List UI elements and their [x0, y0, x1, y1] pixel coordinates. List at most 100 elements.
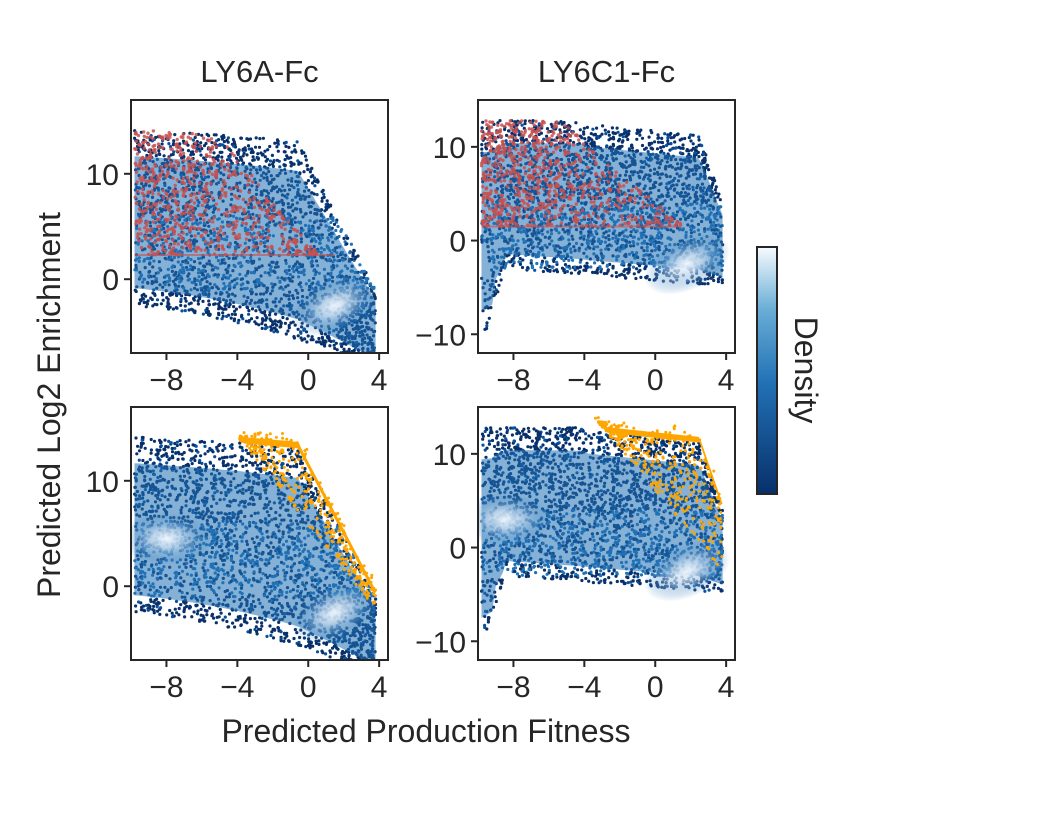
point — [141, 144, 145, 148]
highlight-point — [294, 242, 298, 246]
point — [274, 328, 278, 332]
point — [655, 147, 660, 151]
point — [237, 318, 241, 322]
point — [539, 265, 543, 269]
point — [171, 307, 175, 311]
point — [142, 300, 146, 305]
highlight-point — [231, 205, 236, 209]
point — [578, 128, 582, 132]
point — [480, 147, 484, 151]
highlight-point — [167, 204, 172, 209]
point — [269, 325, 273, 329]
point — [325, 199, 329, 203]
highlight-point — [167, 227, 171, 231]
point — [300, 338, 304, 342]
point — [529, 261, 533, 265]
point — [151, 304, 155, 308]
highlight-point — [156, 175, 160, 180]
point — [326, 203, 330, 207]
point — [255, 316, 259, 320]
point — [222, 135, 226, 139]
highlight-point — [144, 221, 148, 225]
point — [242, 151, 246, 155]
point — [656, 133, 660, 137]
point — [287, 145, 291, 149]
highlight-point — [220, 187, 225, 191]
point — [187, 308, 191, 312]
highlight-point — [179, 226, 184, 231]
highlight-point — [208, 192, 212, 196]
point — [349, 242, 353, 246]
point — [677, 145, 681, 149]
point — [329, 339, 333, 343]
point — [624, 276, 628, 280]
point — [214, 133, 218, 137]
highlight-point — [225, 223, 230, 227]
point — [591, 127, 595, 131]
point — [321, 188, 325, 192]
highlight-point — [148, 135, 153, 139]
highlight-point — [150, 249, 154, 254]
point — [261, 311, 265, 315]
highlight-point — [212, 141, 217, 145]
highlight-point — [223, 191, 227, 195]
highlight-point — [160, 169, 165, 174]
highlight-point — [134, 163, 138, 167]
highlight-point — [253, 221, 257, 225]
highlight-point — [160, 235, 164, 239]
highlight-point — [252, 205, 257, 209]
highlight-point — [153, 150, 157, 155]
highlight-point — [136, 232, 140, 236]
highlight-point — [260, 225, 264, 230]
point — [717, 192, 721, 196]
highlight-point — [158, 213, 163, 217]
highlight-point — [210, 240, 214, 244]
point — [285, 317, 289, 321]
highlight-point — [161, 136, 165, 141]
highlight-point — [299, 250, 303, 254]
point — [275, 158, 279, 162]
point — [619, 133, 624, 137]
highlight-point — [265, 212, 269, 216]
highlight-point — [134, 139, 139, 143]
point — [635, 137, 639, 141]
highlight-point — [207, 146, 211, 150]
point — [302, 151, 306, 155]
point — [144, 305, 148, 309]
point — [697, 135, 701, 139]
highlight-point — [191, 209, 195, 213]
highlight-point — [181, 176, 185, 181]
point — [647, 135, 651, 139]
point — [179, 303, 183, 307]
highlight-point — [242, 207, 246, 211]
point — [199, 141, 203, 145]
point — [183, 309, 187, 313]
point — [200, 133, 204, 137]
point — [559, 120, 563, 124]
point — [202, 144, 207, 148]
highlight-point — [153, 212, 157, 217]
highlight-point — [210, 172, 214, 176]
point — [315, 193, 319, 197]
point — [275, 138, 280, 142]
point — [640, 136, 645, 140]
highlight-point — [142, 178, 146, 182]
highlight-point — [244, 173, 248, 177]
point — [223, 304, 227, 308]
highlight-point — [178, 149, 183, 153]
point — [337, 234, 341, 239]
highlight-point — [212, 227, 216, 232]
highlight-point — [152, 143, 157, 148]
highlight-point — [270, 213, 274, 218]
highlight-point — [197, 246, 201, 250]
point — [361, 358, 364, 361]
highlight-point — [266, 208, 271, 212]
highlight-point — [209, 163, 213, 167]
point — [226, 136, 230, 140]
point — [292, 162, 296, 166]
highlight-point — [292, 237, 296, 241]
highlight-point — [245, 183, 250, 187]
highlight-point — [210, 145, 215, 149]
highlight-point — [216, 244, 221, 248]
point — [212, 302, 216, 306]
